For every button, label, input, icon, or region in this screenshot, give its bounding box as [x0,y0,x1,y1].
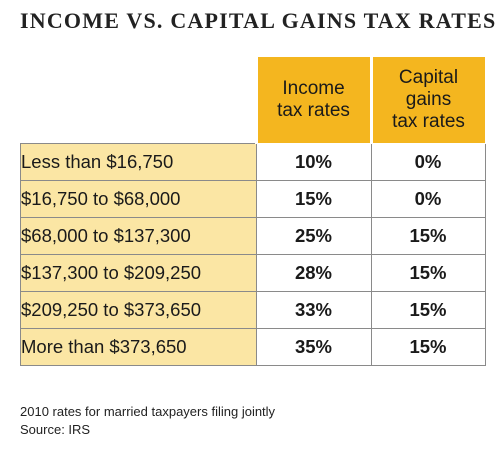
table-row: Less than $16,750 10% 0% [20,143,486,181]
capital-gains-rate-cell: 15% [370,254,486,292]
column-header-income: Income tax rates [254,56,372,144]
column-header-line: tax rates [277,100,350,121]
bracket-cell: $68,000 to $137,300 [20,217,257,255]
capital-gains-rate-cell: 15% [370,328,486,366]
income-rate-cell: 25% [255,217,372,255]
chart-title: INCOME VS. CAPITAL GAINS TAX RATES [20,8,497,33]
bracket-cell: $209,250 to $373,650 [20,291,257,329]
capital-gains-rate-cell: 0% [370,143,486,181]
income-rate-cell: 33% [255,291,372,329]
bracket-cell: $16,750 to $68,000 [20,180,257,218]
tax-rates-table: Income tax rates Capital gains tax rates… [20,56,486,366]
capital-gains-rate-cell: 15% [370,291,486,329]
bracket-cell: $137,300 to $209,250 [20,254,257,292]
table-row: More than $373,650 35% 15% [20,328,486,366]
column-header-line: Capital [398,67,459,88]
table-row: $68,000 to $137,300 25% 15% [20,217,486,255]
table-row: $209,250 to $373,650 33% 15% [20,291,486,329]
header-blank-cell [20,56,256,144]
table-row: $16,750 to $68,000 15% 0% [20,180,486,218]
capital-gains-rate-cell: 15% [370,217,486,255]
income-rate-cell: 10% [255,143,372,181]
footnote: 2010 rates for married taxpayers filing … [20,404,276,419]
source-note: Source: IRS [20,422,91,437]
table-header-row: Income tax rates Capital gains tax rates [20,56,486,144]
income-rate-cell: 15% [255,180,372,218]
income-rate-cell: 35% [255,328,372,366]
column-header-capital-gains: Capital gains tax rates [369,56,486,144]
footnote-block: 2010 rates for married taxpayers filing … [20,403,275,439]
column-header-line: tax rates [392,111,465,132]
bracket-cell: More than $373,650 [20,328,257,366]
capital-gains-rate-cell: 0% [370,180,486,218]
income-rate-cell: 28% [255,254,372,292]
bracket-cell: Less than $16,750 [20,143,257,181]
column-header-line: Income [282,78,345,99]
column-header-line: gains [405,89,452,110]
table-row: $137,300 to $209,250 28% 15% [20,254,486,292]
